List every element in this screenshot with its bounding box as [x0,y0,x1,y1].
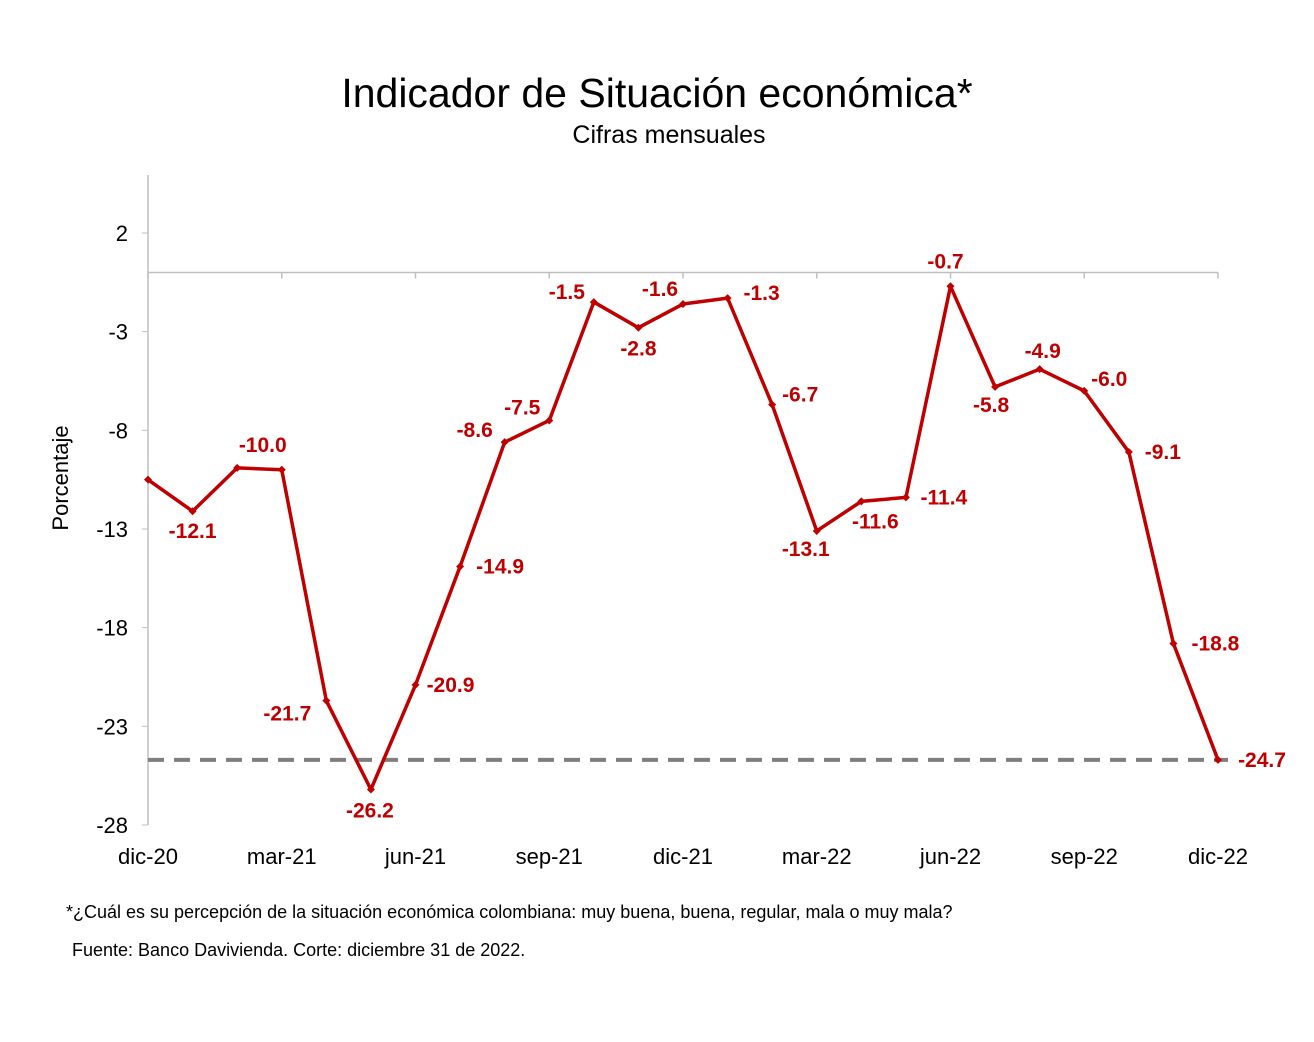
data-label: -0.7 [927,250,963,273]
x-tick-label: dic-20 [118,844,178,869]
data-label: -5.8 [973,394,1010,417]
x-tick-label: dic-22 [1188,844,1248,869]
data-point [456,562,465,571]
data-point [277,465,286,474]
data-point [857,497,866,506]
data-point [946,282,955,291]
data-label: -20.9 [427,674,475,697]
data-point [1035,365,1044,374]
x-tick-label: sep-22 [1051,844,1118,869]
data-point [812,526,821,535]
x-tick-label: sep-21 [516,844,583,869]
data-label: -2.8 [620,338,657,361]
data-point [144,475,152,484]
data-label: -6.0 [1091,368,1127,391]
data-label: -13.1 [782,538,830,561]
data-label: -10.0 [239,434,287,457]
y-tick-label: 2 [116,221,128,246]
x-tick-label: mar-22 [782,844,852,869]
x-tick-label: mar-21 [247,844,317,869]
y-tick-label: -18 [96,616,128,641]
data-point [500,438,509,447]
y-tick-label: -8 [108,418,128,443]
data-label: -6.7 [782,384,818,407]
data-point [589,298,598,307]
data-point [233,463,242,472]
data-label: -8.6 [457,419,493,442]
data-label: -14.9 [476,555,524,578]
data-label: -11.6 [852,510,899,533]
data-point [768,400,777,409]
data-point [545,416,554,425]
data-point [991,382,1000,391]
y-tick-label: -23 [96,714,128,739]
data-label: -24.7 [1238,749,1286,772]
data-point [1080,386,1089,395]
data-label: -1.3 [743,282,779,305]
data-label: -1.5 [549,281,586,304]
data-point [411,680,420,689]
data-point [679,300,687,309]
data-label: -18.8 [1191,632,1239,655]
data-point [366,785,375,794]
footnote: *¿Cuál es su percepción de la situación … [66,902,953,922]
data-label: -7.5 [504,396,541,419]
data-label: -26.2 [346,799,394,822]
x-tick-label: dic-21 [653,844,713,869]
data-point [723,294,732,303]
data-point [1124,448,1133,457]
x-tick-label: jun-22 [919,844,981,869]
source-note: Fuente: Banco Davivienda. Corte: diciemb… [72,940,526,960]
data-point [188,507,197,516]
x-tick-label: jun-21 [384,844,446,869]
data-label: -4.9 [1025,340,1061,363]
data-point [901,493,910,502]
data-point [634,323,643,332]
y-tick-label: -13 [96,517,128,542]
y-tick-label: -28 [96,813,128,838]
data-label: -12.1 [169,520,217,543]
data-point [1214,755,1222,764]
data-point [322,696,331,705]
y-tick-label: -3 [108,320,128,345]
chart-subtitle: Cifras mensuales [572,121,766,149]
data-label: -21.7 [263,703,311,726]
data-label: -1.6 [642,278,678,301]
y-axis-label: Porcentaje [48,425,73,530]
chart-title: Indicador de Situación económica* [341,70,973,116]
data-label: -11.4 [921,486,968,509]
data-label: -9.1 [1145,441,1182,464]
data-point [1169,639,1178,648]
